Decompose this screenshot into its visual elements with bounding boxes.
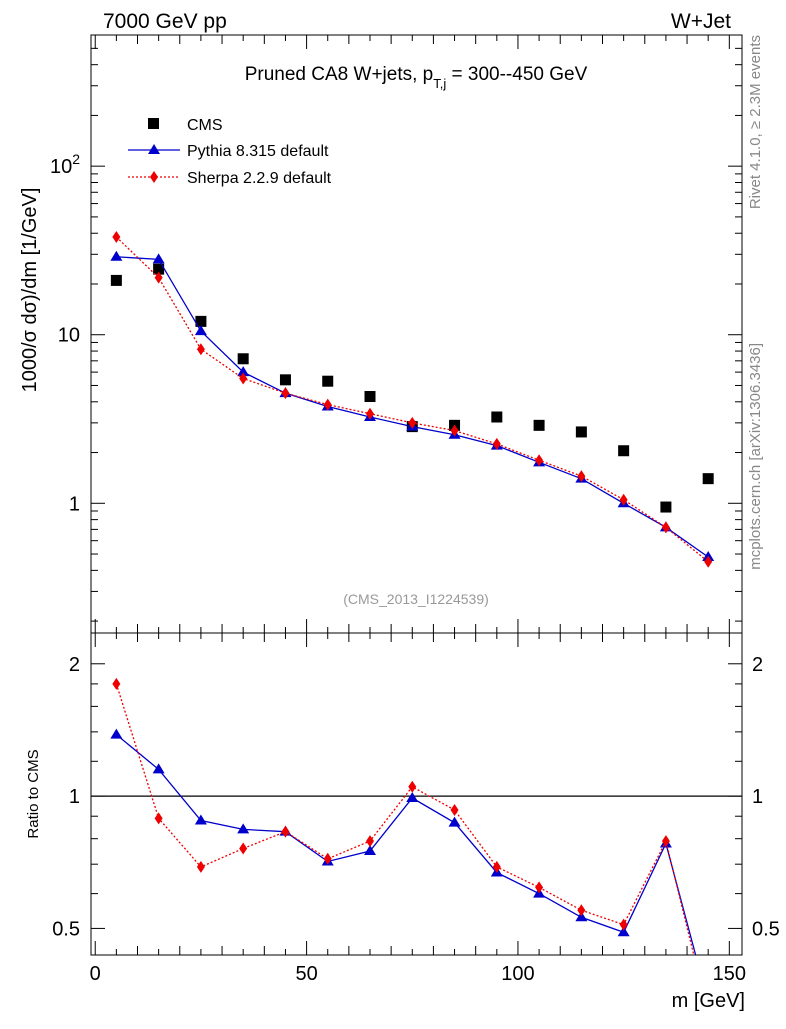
main-title-rest: = 300--450 GeV	[446, 64, 587, 85]
main-sherpa-point	[619, 493, 628, 506]
ratio-y-tick-label-right: 2	[752, 654, 763, 676]
main-sherpa-point	[704, 555, 713, 568]
ratio-pythia-point	[194, 814, 207, 825]
main-sherpa-point	[239, 372, 248, 385]
ratio-sherpa-point	[281, 825, 290, 838]
legend: CMS Pythia 8.315 default Sherpa 2.2.9 de…	[128, 117, 332, 187]
ratio-pythia-point	[364, 845, 376, 856]
ratio-series-group	[110, 677, 697, 955]
ratio-pythia-point	[575, 911, 588, 922]
mcplots-label: mcplots.cern.ch [arXiv:1306.3436]	[747, 343, 764, 570]
main-title-subscript: T,j	[433, 76, 446, 91]
main-sherpa-point	[450, 424, 459, 437]
main-cms-point	[702, 473, 714, 485]
main-cms-point	[660, 501, 672, 513]
legend-sherpa-marker	[150, 171, 158, 183]
ratio-sherpa-point	[619, 918, 628, 931]
ratio-sherpa-point	[239, 842, 248, 855]
main-title: Pruned CA8 W+jets, pT,j = 300--450 GeV	[245, 64, 588, 91]
main-y-tick-label: 1	[69, 493, 80, 515]
ratio-pythia-point	[448, 816, 461, 827]
ratio-sherpa-point	[154, 812, 163, 825]
ratio-pythia-point	[617, 926, 630, 937]
x-tick-label: 150	[713, 963, 746, 985]
ratio-sherpa-point	[535, 881, 544, 894]
main-pythia-point	[110, 250, 123, 261]
main-sherpa-point	[577, 470, 586, 483]
ratio-sherpa-point	[323, 852, 332, 865]
ratio-pythia-point	[237, 823, 250, 834]
ratio-pythia-point	[110, 728, 123, 739]
main-cms-point	[533, 419, 545, 431]
main-cms-point	[364, 391, 376, 403]
main-cms-point	[110, 274, 122, 286]
x-tick-label: 0	[90, 963, 101, 985]
main-cms-point	[195, 315, 207, 327]
main-cms-point	[237, 353, 249, 365]
main-sherpa-point	[154, 271, 163, 284]
ratio-sherpa-point	[196, 860, 205, 873]
main-sherpa-point	[281, 387, 290, 400]
ratio-sherpa-point	[577, 904, 586, 917]
ratio-panel: 0 50 100 150 0.5 0.5 1 1 2 2	[52, 633, 780, 985]
main-cms-point	[322, 375, 334, 387]
ratio-pythia-point	[152, 763, 165, 774]
main-title-text: Pruned CA8 W+jets, p	[245, 64, 434, 85]
ratio-sherpa-point	[492, 860, 501, 873]
rivet-version-label: Rivet 4.1.0, ≥ 2.3M events	[747, 35, 764, 209]
main-pythia-point	[237, 366, 250, 377]
ratio-y-tick-label-left: 1	[69, 786, 80, 808]
main-pythia-point	[152, 253, 165, 264]
header-right: W+Jet	[671, 10, 731, 33]
ratio-y-tick-label-right: 1	[752, 786, 763, 808]
ratio-y-tick-label-left: 0.5	[52, 918, 80, 940]
main-y-tick-label: 10	[58, 325, 80, 347]
main-sherpa-point	[535, 454, 544, 467]
legend-cms-label: CMS	[187, 117, 223, 134]
ratio-sherpa-point	[661, 835, 670, 848]
main-pythia-point	[194, 325, 207, 336]
legend-cms-marker	[148, 118, 159, 129]
x-tick-label: 50	[295, 963, 317, 985]
main-cms-point	[279, 374, 291, 386]
legend-pythia-marker	[148, 144, 160, 154]
main-sherpa-point	[408, 416, 417, 429]
x-tick-label: 100	[501, 963, 534, 985]
main-sherpa-point	[366, 407, 374, 420]
ratio-sherpa-point	[450, 803, 459, 816]
legend-sherpa-label: Sherpa 2.2.9 default	[187, 170, 332, 187]
ratio-y-tick-label-right: 0.5	[752, 918, 780, 940]
header-left: 7000 GeV pp	[103, 10, 227, 33]
main-cms-point	[153, 263, 165, 275]
main-sherpa-point	[492, 437, 501, 450]
main-cms-point	[618, 445, 630, 457]
main-sherpa-point	[112, 230, 121, 243]
legend-pythia-label: Pythia 8.315 default	[187, 143, 329, 160]
main-sherpa-point	[661, 521, 670, 534]
ratio-sherpa-point	[408, 780, 417, 793]
ratio-sherpa-point	[112, 677, 121, 690]
main-sherpa-point	[196, 343, 205, 356]
x-axis-label: m [GeV]	[672, 990, 745, 1012]
analysis-id: (CMS_2013_I1224539)	[343, 591, 489, 607]
main-cms-point	[575, 426, 587, 438]
main-sherpa-point	[323, 398, 332, 411]
ratio-y-tick-label-left: 2	[69, 654, 80, 676]
ratio-sherpa-point	[366, 835, 374, 848]
ratio-pythia-point	[406, 792, 419, 803]
ratio-plot-frame	[90, 632, 743, 956]
ratio-y-axis-label: Ratio to CMS	[25, 749, 42, 838]
main-y-axis-label: 1000/σ dσ)/dm [1/GeV]	[19, 188, 41, 393]
main-cms-point	[491, 411, 503, 423]
